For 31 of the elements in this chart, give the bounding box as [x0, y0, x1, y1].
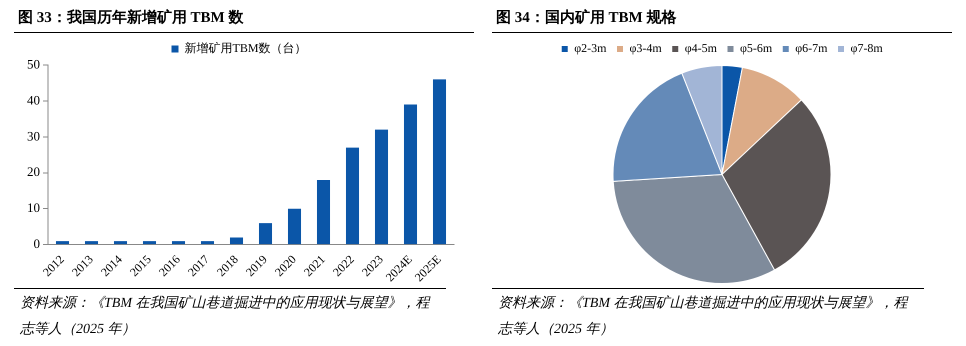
- bar: [316, 180, 330, 244]
- legend-label: φ6-7m: [795, 41, 828, 56]
- y-tick-label: 50: [27, 56, 40, 72]
- text: 资料来源：《TBM 在我国矿山巷道掘进中的应用现状与展望》，程志等人（2025 年）: [20, 294, 432, 339]
- bar: [346, 148, 360, 244]
- y-tick-label: 10: [27, 200, 40, 216]
- bar: [230, 237, 244, 244]
- text: 资料来源：《TBM 在我国矿山巷道掘进中的应用现状与展望》，程志等人（2025 年）: [498, 294, 910, 339]
- y-tick-label: 0: [34, 236, 40, 252]
- legend-label: φ4-5m: [684, 41, 718, 56]
- legend-label: φ7-8m: [850, 41, 884, 56]
- legend-label: φ3-4m: [629, 41, 662, 56]
- y-tick-label: 40: [27, 92, 40, 108]
- bar: [200, 241, 214, 244]
- y-tick-label: 30: [27, 128, 40, 144]
- bar: [142, 241, 156, 244]
- legend-label: φ5-6m: [740, 41, 773, 56]
- bar: [374, 130, 388, 244]
- bar: [404, 104, 418, 244]
- bar: [258, 223, 272, 244]
- legend-label: 新增矿用TBM数（台）: [184, 41, 307, 56]
- bar: [56, 241, 70, 244]
- y-tick-label: 20: [27, 164, 40, 180]
- bar: [114, 241, 128, 244]
- bar: [432, 79, 446, 244]
- bar: [84, 241, 98, 244]
- legend-label: φ2-3m: [574, 41, 608, 56]
- chart-title: 图 33：我国历年新增矿用 TBM 数: [14, 0, 474, 33]
- bar: [172, 241, 186, 244]
- chart-title: 图 34：国内矿用 TBM 规格: [492, 0, 952, 33]
- bar: [288, 208, 302, 244]
